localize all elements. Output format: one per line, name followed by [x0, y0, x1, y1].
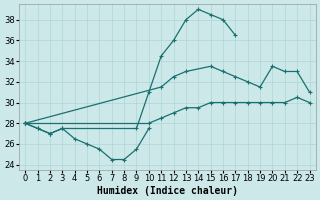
X-axis label: Humidex (Indice chaleur): Humidex (Indice chaleur) [97, 186, 238, 196]
